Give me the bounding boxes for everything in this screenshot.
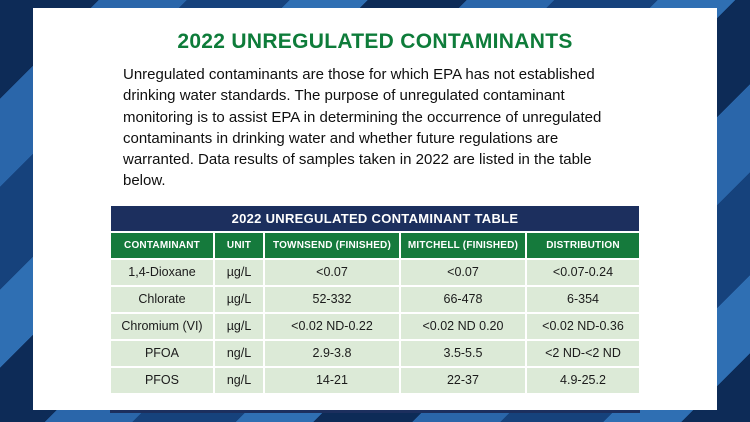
table-row: PFOS ng/L 14-21 22-37 4.9-25.2 [108,365,642,395]
table-cell-contaminant: Chlorate [108,284,215,314]
table-cell-mitchell: <0.07 [398,257,527,287]
table-cell-distribution: <2 ND-<2 ND [524,338,642,368]
page-title: 2022 UNREGULATED CONTAMINANTS [177,30,573,53]
bottom-divider [110,409,640,413]
table-cell-townsend: <0.07 [262,257,401,287]
table-cell-contaminant: PFOA [108,338,215,368]
table-row: PFOA ng/L 2.9-3.8 3.5-5.5 <2 ND-<2 ND [108,338,642,368]
table-cell-townsend: 14-21 [262,365,401,395]
table-cell-townsend: 2.9-3.8 [262,338,401,368]
column-header-distribution: DISTRIBUTION [524,230,642,260]
table-cell-townsend: 52-332 [262,284,401,314]
table-cell-unit: ng/L [212,338,265,368]
table-cell-distribution: 4.9-25.2 [524,365,642,395]
table-cell-unit: ng/L [212,365,265,395]
table-cell-mitchell: <0.02 ND 0.20 [398,311,527,341]
table-title-row: 2022 UNREGULATED CONTAMINANT TABLE [108,203,642,233]
table-cell-unit: µg/L [212,257,265,287]
column-header-row: CONTAMINANT UNIT TOWNSEND (FINISHED) MIT… [108,230,642,260]
table-row: 1,4-Dioxane µg/L <0.07 <0.07 <0.07-0.24 [108,257,642,287]
table-cell-unit: µg/L [212,284,265,314]
table-cell-distribution: <0.02 ND-0.36 [524,311,642,341]
table-cell-contaminant: PFOS [108,365,215,395]
table-title: 2022 UNREGULATED CONTAMINANT TABLE [108,203,642,233]
table-cell-contaminant: 1,4-Dioxane [108,257,215,287]
table-cell-distribution: 6-354 [524,284,642,314]
table-cell-distribution: <0.07-0.24 [524,257,642,287]
column-header-mitchell: MITCHELL (FINISHED) [398,230,527,260]
contaminant-table: 2022 UNREGULATED CONTAMINANT TABLE CONTA… [108,203,642,395]
table-cell-townsend: <0.02 ND-0.22 [262,311,401,341]
table-cell-mitchell: 3.5-5.5 [398,338,527,368]
column-header-townsend: TOWNSEND (FINISHED) [262,230,401,260]
table-cell-unit: µg/L [212,311,265,341]
table-row: Chlorate µg/L 52-332 66-478 6-354 [108,284,642,314]
table-cell-contaminant: Chromium (VI) [108,311,215,341]
table-row: Chromium (VI) µg/L <0.02 ND-0.22 <0.02 N… [108,311,642,341]
table-cell-mitchell: 22-37 [398,365,527,395]
intro-paragraph: Unregulated contaminants are those for w… [123,66,602,190]
content-panel: 2022 UNREGULATED CONTAMINANTS Unregulate… [33,8,717,413]
table-cell-mitchell: 66-478 [398,284,527,314]
column-header-contaminant: CONTAMINANT [108,230,215,260]
column-header-unit: UNIT [212,230,265,260]
